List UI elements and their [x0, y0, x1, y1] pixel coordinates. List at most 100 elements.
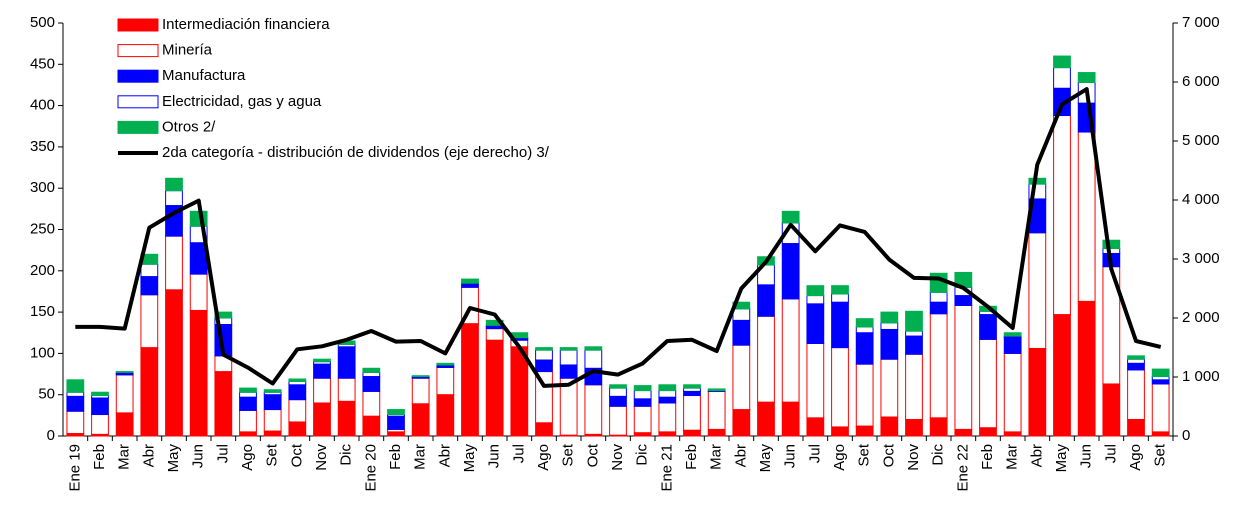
x-tick-label: Jul: [1102, 444, 1119, 463]
x-tick-label: Feb: [91, 444, 108, 470]
bar-segment: [189, 309, 208, 437]
bar-segment: [855, 425, 874, 437]
bar-segment: [288, 421, 307, 437]
bar-segment: [855, 326, 874, 334]
bar-segment: [929, 417, 948, 437]
bar-segment: [880, 328, 899, 360]
bar-segment: [239, 431, 257, 437]
bar-segment: [633, 398, 652, 407]
bar-segment: [658, 384, 677, 392]
bar-segment: [1127, 358, 1145, 364]
bar-segment: [905, 330, 923, 337]
legend-label: Otros 2/: [162, 118, 216, 135]
y-tick-label: 300: [30, 179, 55, 196]
x-tick-label: Ene 20: [362, 444, 379, 492]
bar-segment: [707, 428, 726, 437]
bar-segment: [880, 358, 899, 418]
bar-segment: [140, 294, 159, 349]
x-tick-label: Jul: [806, 444, 823, 463]
bar-segment: [189, 273, 208, 311]
bar-segment: [806, 417, 825, 437]
y2-tick-label: 4 000: [1182, 191, 1220, 208]
y-tick-label: 150: [30, 303, 55, 320]
bar-segment: [929, 301, 948, 315]
bar-segment: [1053, 55, 1071, 69]
legend-swatch: [117, 44, 159, 58]
bar-segment: [288, 378, 307, 382]
bar-segment: [929, 313, 948, 419]
bar-segment: [929, 291, 948, 303]
bar-segment: [732, 319, 751, 346]
bar-segment: [609, 387, 627, 397]
bar-segment: [1028, 347, 1047, 437]
bar-segment: [880, 311, 899, 324]
bar-segment: [189, 210, 208, 227]
y-tick-label: 100: [30, 344, 55, 361]
bar-segment: [707, 388, 726, 392]
bar-segment: [1127, 362, 1145, 371]
bar-segment: [485, 339, 504, 437]
bar-segment: [781, 243, 800, 300]
bar-segment: [559, 349, 578, 366]
bar-segment: [855, 318, 874, 328]
bar-segment: [757, 284, 775, 317]
bar-segment: [436, 366, 455, 396]
bar-segment: [1151, 383, 1170, 433]
bar-segment: [91, 414, 109, 435]
x-tick-label: Abr: [140, 444, 157, 467]
bar-segment: [732, 308, 751, 321]
x-tick-label: Oct: [584, 443, 601, 467]
bar-segment: [905, 418, 923, 437]
bar-segment: [337, 346, 356, 379]
bar-segment: [313, 402, 331, 437]
bar-segment: [806, 303, 825, 344]
bar-segment: [609, 384, 627, 389]
y2-tick-label: 0: [1182, 427, 1190, 444]
bar-segment: [387, 431, 405, 437]
x-tick-label: Ene 19: [66, 444, 83, 492]
bar-segment: [214, 371, 233, 437]
x-tick-label: Feb: [979, 444, 996, 470]
bar-segment: [1003, 431, 1022, 437]
bar-segment: [609, 405, 627, 436]
bar-segment: [214, 311, 233, 319]
bar-segment: [362, 376, 381, 392]
x-tick-label: Ago: [1127, 444, 1144, 471]
bar-segment: [905, 335, 923, 355]
y-tick-label: 350: [30, 138, 55, 155]
y-tick-label: 400: [30, 97, 55, 114]
bar-segment: [288, 399, 307, 423]
bar-segment: [880, 322, 899, 330]
y-tick-label: 500: [30, 14, 55, 31]
bar-segment: [165, 289, 183, 437]
bar-segment: [66, 395, 85, 412]
bar-segment: [979, 338, 997, 429]
bar-segment: [633, 405, 652, 434]
bar-segment: [337, 400, 356, 437]
bar-segment: [485, 328, 504, 341]
bar-segment: [781, 401, 800, 437]
x-tick-label: Mar: [116, 444, 133, 470]
bar-segment: [954, 304, 973, 430]
bar-segment: [66, 379, 85, 393]
legend-label: Intermediación financiera: [162, 16, 330, 33]
bar-segment: [732, 409, 751, 437]
bar-segment: [66, 410, 85, 435]
x-tick-label: Oct: [880, 443, 897, 467]
y-tick-label: 250: [30, 220, 55, 237]
x-tick-label: Jun: [486, 444, 503, 468]
bar-segment: [979, 427, 997, 437]
bar-segment: [1102, 239, 1121, 249]
x-tick-label: Set: [264, 443, 281, 466]
bar-segment: [66, 391, 85, 397]
bar-segment: [239, 396, 257, 411]
bar-segment: [115, 412, 134, 437]
bar-segment: [584, 349, 603, 369]
bar-segment: [239, 409, 257, 433]
bar-segment: [806, 342, 825, 419]
bar-segment: [1102, 383, 1121, 437]
x-tick-label: Ene 21: [658, 444, 675, 492]
bar-segment: [831, 285, 849, 295]
x-tick-label: Jun: [782, 444, 799, 468]
